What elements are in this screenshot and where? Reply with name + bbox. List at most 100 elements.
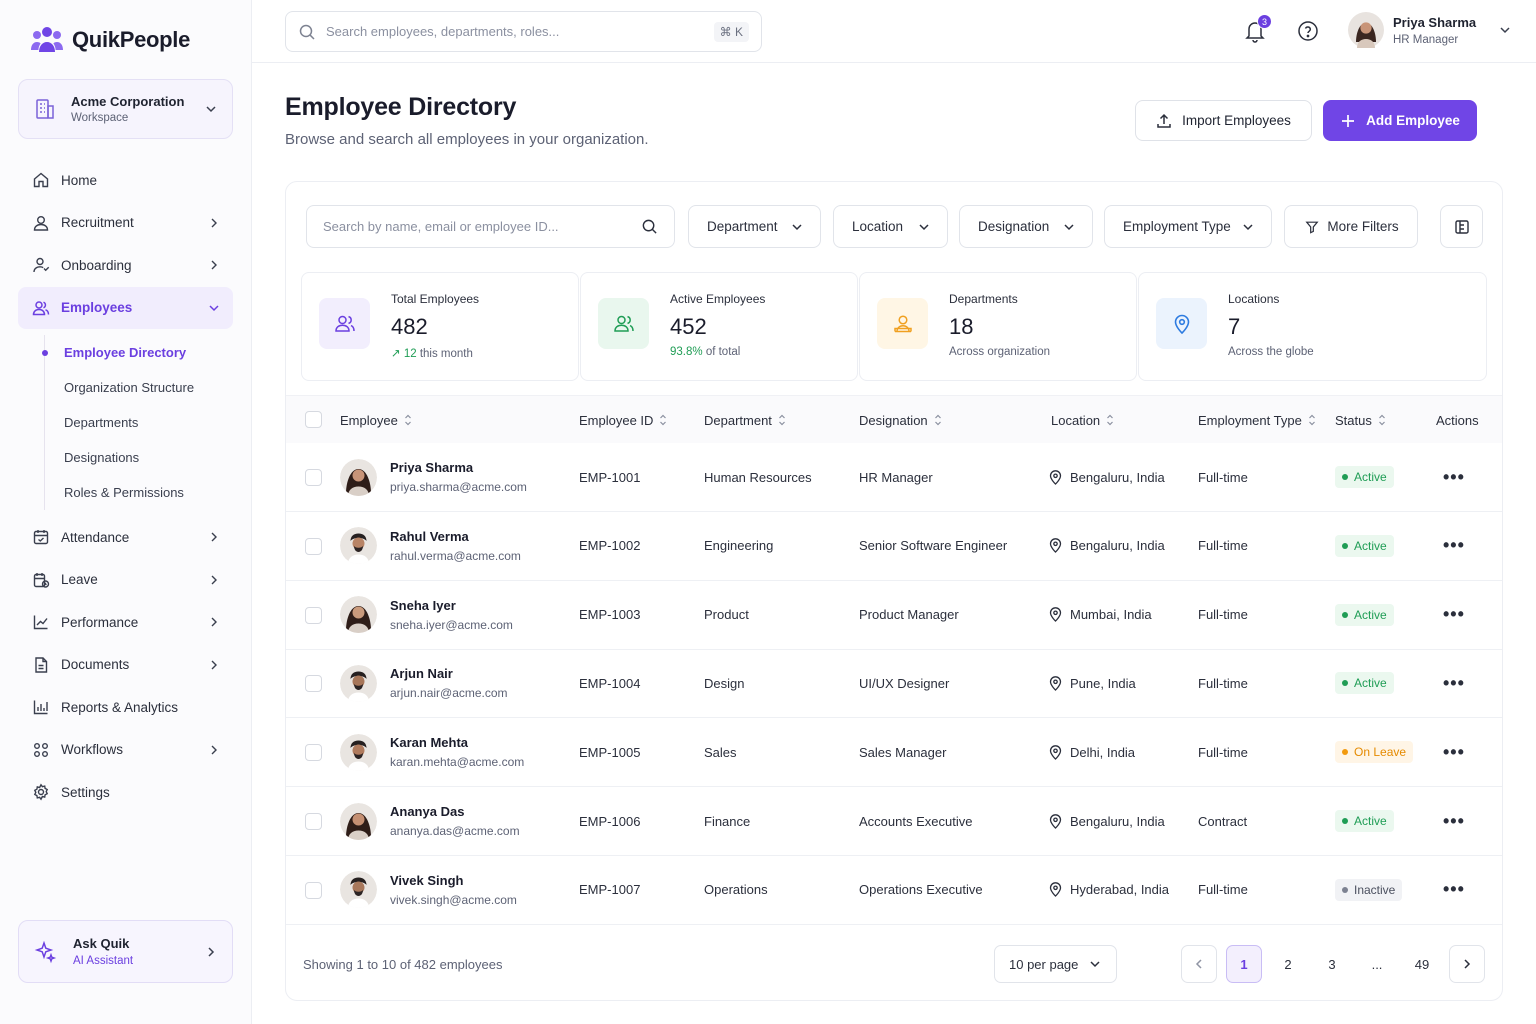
home-icon (31, 170, 51, 190)
previous-page-button[interactable] (1181, 945, 1217, 983)
row-checkbox[interactable] (305, 744, 322, 762)
column-header-department[interactable]: Department (704, 396, 786, 444)
row-actions-button[interactable]: ••• (1443, 512, 1465, 580)
page-button-1[interactable]: 1 (1226, 945, 1262, 983)
per-page-value: 10 per page (1009, 956, 1079, 972)
row-checkbox[interactable] (305, 537, 322, 555)
employee-id: EMP-1007 (579, 882, 641, 898)
sparkle-icon (34, 940, 57, 963)
subnav-designations[interactable]: Designations (64, 450, 140, 465)
workspace-switcher[interactable]: Acme Corporation Workspace (18, 79, 233, 139)
add-employee-label: Add Employee (1366, 113, 1460, 128)
subnav-roles-permissions[interactable]: Roles & Permissions (64, 485, 184, 500)
avatar (340, 596, 377, 634)
table-row[interactable]: Vivek Singh vivek.singh@acme.com EMP-1007 O… (286, 856, 1502, 925)
employee-cell[interactable]: Rahul Verma rahul.verma@acme.com (340, 512, 521, 580)
employee-search-input[interactable]: Search by name, email or employee ID... (306, 205, 675, 248)
row-checkbox[interactable] (305, 606, 322, 624)
nav-workflows[interactable]: Workflows (18, 729, 233, 772)
column-header-employee[interactable]: Employee (340, 396, 412, 444)
row-checkbox[interactable] (305, 675, 322, 693)
employee-cell[interactable]: Arjun Nair arjun.nair@acme.com (340, 649, 508, 717)
help-icon[interactable] (1297, 20, 1319, 42)
app-logo[interactable]: QuikPeople (30, 24, 190, 56)
chevron-right-icon (211, 218, 217, 228)
import-employees-button[interactable]: Import Employees (1135, 100, 1312, 141)
column-header-status[interactable]: Status (1335, 396, 1386, 444)
subnav-organization-structure[interactable]: Organization Structure (64, 380, 195, 395)
location-cell: Pune, India (1049, 649, 1136, 717)
chevron-right-icon (208, 946, 215, 957)
row-checkbox[interactable] (305, 813, 322, 830)
column-header-employment-type[interactable]: Employment Type (1198, 396, 1316, 444)
status-badge: On Leave (1335, 741, 1414, 764)
table-row[interactable]: Priya Sharma priya.sharma@acme.com EMP-100… (286, 443, 1502, 512)
table-row[interactable]: Ananya Das ananya.das@acme.com EMP-1006 Fin… (286, 787, 1502, 856)
row-checkbox[interactable] (305, 469, 322, 486)
nav-reports-analytics[interactable]: Reports & Analytics (18, 686, 233, 729)
column-header-location[interactable]: Location (1051, 396, 1114, 444)
subnav-departments[interactable]: Departments (64, 415, 139, 430)
nav-performance[interactable]: Performance (18, 601, 233, 644)
employment-type-cell: Full-time (1198, 538, 1248, 554)
column-header-employee-id[interactable]: Employee ID (579, 396, 667, 444)
per-page-select[interactable]: 10 per page (994, 945, 1117, 983)
status-dot (1342, 680, 1348, 687)
designation-filter[interactable]: Designation (959, 205, 1093, 248)
nav-label: Settings (61, 784, 110, 800)
chevron-right-icon (211, 260, 217, 270)
employee-cell[interactable]: Vivek Singh vivek.singh@acme.com (340, 856, 517, 924)
chevron-down-icon (1090, 961, 1100, 968)
more-filters-button[interactable]: More Filters (1284, 205, 1418, 248)
column-settings-button[interactable] (1440, 205, 1483, 248)
plus-icon (1342, 114, 1355, 127)
nav-documents[interactable]: Documents (18, 644, 233, 687)
employee-email: rahul.verma@acme.com (390, 548, 521, 563)
users-icon (598, 298, 649, 349)
nav-leave[interactable]: Leave (18, 559, 233, 602)
row-actions-button[interactable]: ••• (1443, 649, 1465, 717)
stat-note-text: of total (705, 346, 741, 358)
avatar (340, 527, 377, 565)
page-button-49[interactable]: 49 (1414, 956, 1430, 972)
location-filter[interactable]: Location (833, 205, 948, 248)
table-row[interactable]: Sneha Iyer sneha.iyer@acme.com EMP-1003 Pro… (286, 581, 1502, 650)
table-row[interactable]: Rahul Verma rahul.verma@acme.com EMP-1002 E… (286, 512, 1502, 581)
employee-cell[interactable]: Priya Sharma priya.sharma@acme.com (340, 443, 527, 511)
ask-quik-assistant[interactable]: Ask Quik AI Assistant (18, 920, 233, 983)
nav-recruitment[interactable]: Recruitment (18, 202, 233, 245)
employment-type-filter[interactable]: Employment Type (1104, 205, 1272, 248)
nav-employees[interactable]: Employees (18, 286, 233, 329)
department-filter[interactable]: Department (688, 205, 821, 248)
row-actions-button[interactable]: ••• (1443, 856, 1465, 924)
employee-cell[interactable]: Karan Mehta karan.mehta@acme.com (340, 718, 524, 786)
column-header-designation[interactable]: Designation (859, 396, 942, 444)
nav-home[interactable]: Home (18, 159, 233, 202)
nav-attendance[interactable]: Attendance (18, 516, 233, 559)
add-employee-button[interactable]: Add Employee (1323, 100, 1477, 141)
employee-cell[interactable]: Sneha Iyer sneha.iyer@acme.com (340, 581, 513, 649)
row-checkbox[interactable] (305, 881, 322, 899)
table-row[interactable]: Arjun Nair arjun.nair@acme.com EMP-1004 Des… (286, 649, 1502, 719)
chart-line-icon (31, 612, 51, 632)
user-menu[interactable]: Priya Sharma HR Manager (1348, 12, 1512, 48)
status-text: Inactive (1354, 882, 1396, 897)
next-page-button[interactable] (1449, 945, 1485, 983)
row-actions-button[interactable]: ••• (1443, 581, 1465, 649)
nav-onboarding[interactable]: Onboarding (18, 244, 233, 287)
user-name: Priya Sharma (1393, 14, 1477, 30)
subnav-employee-directory[interactable]: Employee Directory (42, 335, 233, 370)
employee-cell[interactable]: Ananya Das ananya.das@acme.com (340, 787, 520, 855)
row-actions-button[interactable]: ••• (1443, 787, 1465, 855)
row-actions-button[interactable]: ••• (1443, 443, 1465, 511)
table-row[interactable]: Karan Mehta karan.mehta@acme.com EMP-1005 S… (286, 718, 1502, 788)
page-button-3[interactable]: 3 (1328, 956, 1336, 972)
row-actions-button[interactable]: ••• (1443, 718, 1465, 786)
select-all-checkbox[interactable] (305, 411, 322, 428)
notification-count-badge: 3 (1257, 14, 1272, 29)
department-icon (877, 298, 928, 349)
global-search-input[interactable]: Search employees, departments, roles... … (285, 11, 762, 52)
nav-settings[interactable]: Settings (18, 771, 233, 814)
employee-name: Sneha Iyer (390, 597, 456, 613)
page-button-2[interactable]: 2 (1284, 956, 1292, 972)
